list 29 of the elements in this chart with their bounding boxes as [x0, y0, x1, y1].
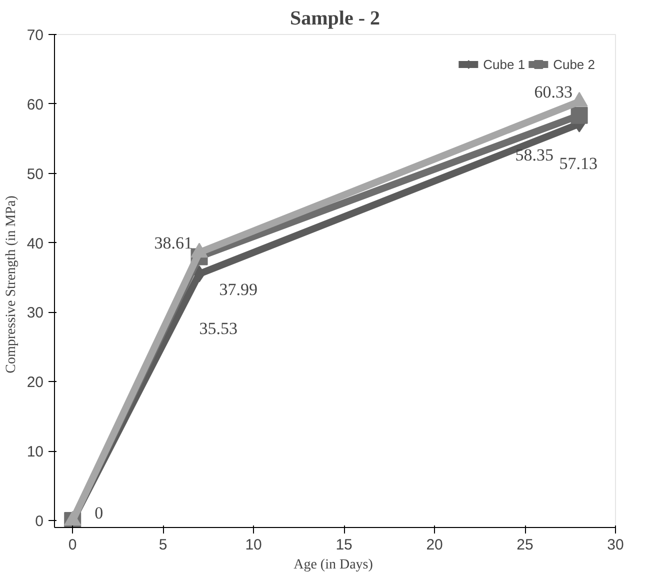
data-label: 57.13: [559, 154, 598, 173]
legend-label: Cube 1: [483, 56, 526, 72]
y-axis-title: Compressive Strength (in MPa): [4, 195, 19, 374]
y-tick-label: 30: [26, 304, 44, 322]
data-label: 37.99: [219, 280, 258, 299]
point: [570, 106, 588, 124]
y-tick-label: 0: [35, 513, 44, 530]
x-tick-label: 20: [426, 536, 443, 554]
y-tick-label: 70: [26, 27, 44, 44]
legend-label: Cube 2: [553, 56, 595, 72]
x-tick-label: 30: [607, 536, 624, 554]
data-label: 58.35: [515, 145, 554, 164]
data-label: 38.61: [154, 233, 193, 252]
x-tick-label: 0: [68, 536, 77, 554]
data-label: 60.33: [534, 82, 573, 102]
y-tick-label: 40: [26, 235, 44, 252]
y-tick-label: 60: [26, 96, 44, 114]
data-label: 35.53: [199, 318, 238, 338]
x-tick-label: 5: [158, 536, 168, 554]
y-tick-label: 50: [26, 166, 44, 183]
chart-title: Sample - 2: [290, 8, 380, 30]
x-axis-title: Age (in Days): [294, 558, 374, 572]
x-tick-label: 25: [516, 536, 534, 554]
y-tick-label: 20: [26, 374, 44, 392]
data-label: 0: [94, 504, 104, 523]
x-tick-label: 10: [245, 536, 262, 554]
y-tick-label: 10: [26, 444, 44, 461]
point: [193, 265, 206, 282]
x-tick-label: 15: [336, 536, 352, 554]
